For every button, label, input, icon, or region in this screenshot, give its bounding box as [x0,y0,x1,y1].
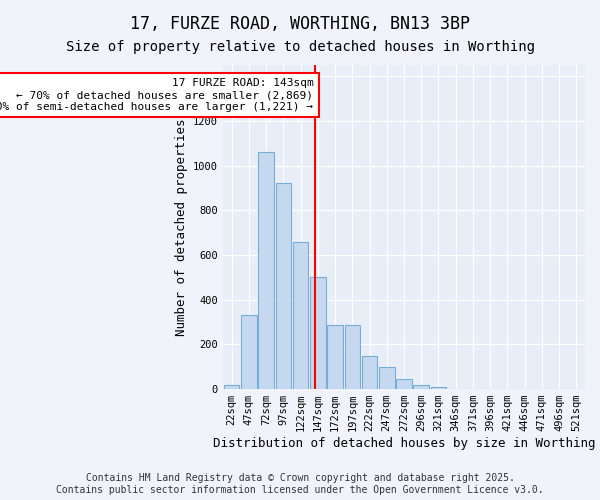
Bar [396,379,412,389]
Bar [431,387,446,389]
Bar [259,152,274,389]
Bar [310,278,326,389]
Bar [224,384,239,389]
Bar [241,316,257,389]
Bar [362,356,377,389]
Text: Size of property relative to detached houses in Worthing: Size of property relative to detached ho… [65,40,535,54]
Text: 17, FURZE ROAD, WORTHING, BN13 3BP: 17, FURZE ROAD, WORTHING, BN13 3BP [130,15,470,33]
Bar [327,326,343,389]
Bar [344,326,360,389]
Y-axis label: Number of detached properties: Number of detached properties [175,118,188,336]
Bar [275,184,291,389]
Bar [379,366,395,389]
Text: Contains HM Land Registry data © Crown copyright and database right 2025.
Contai: Contains HM Land Registry data © Crown c… [56,474,544,495]
Bar [293,242,308,389]
X-axis label: Distribution of detached houses by size in Worthing: Distribution of detached houses by size … [213,437,595,450]
Bar [413,384,429,389]
Text: 17 FURZE ROAD: 143sqm
← 70% of detached houses are smaller (2,869)
30% of semi-d: 17 FURZE ROAD: 143sqm ← 70% of detached … [0,78,313,112]
